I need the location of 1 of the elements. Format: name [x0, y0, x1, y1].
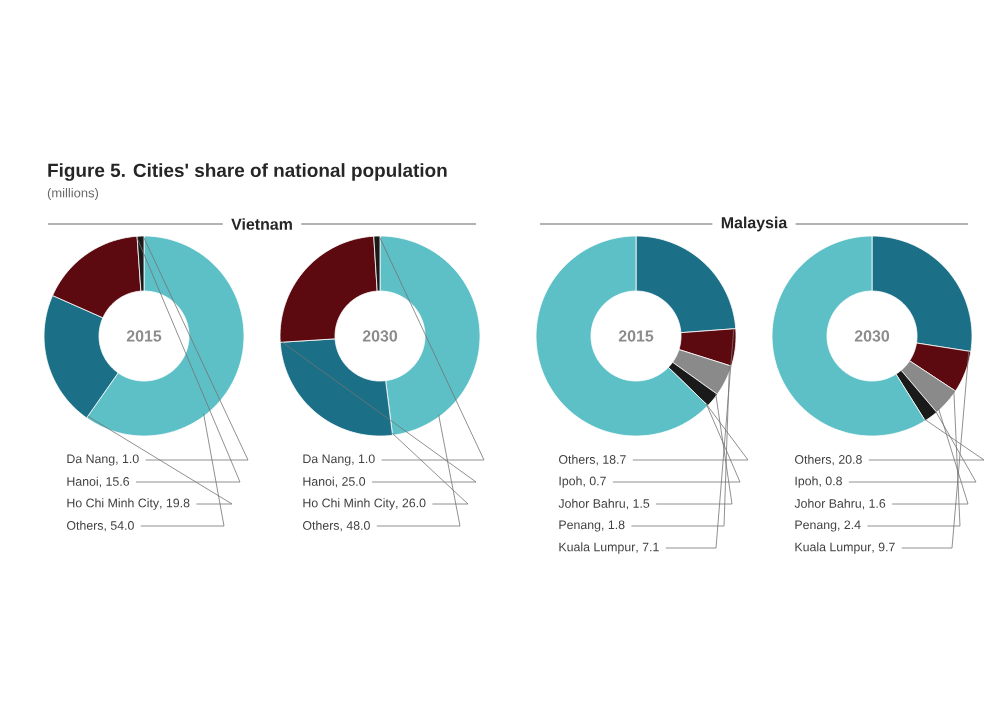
text: Figure 5. Cities' share of national population	[48, 163, 447, 181]
